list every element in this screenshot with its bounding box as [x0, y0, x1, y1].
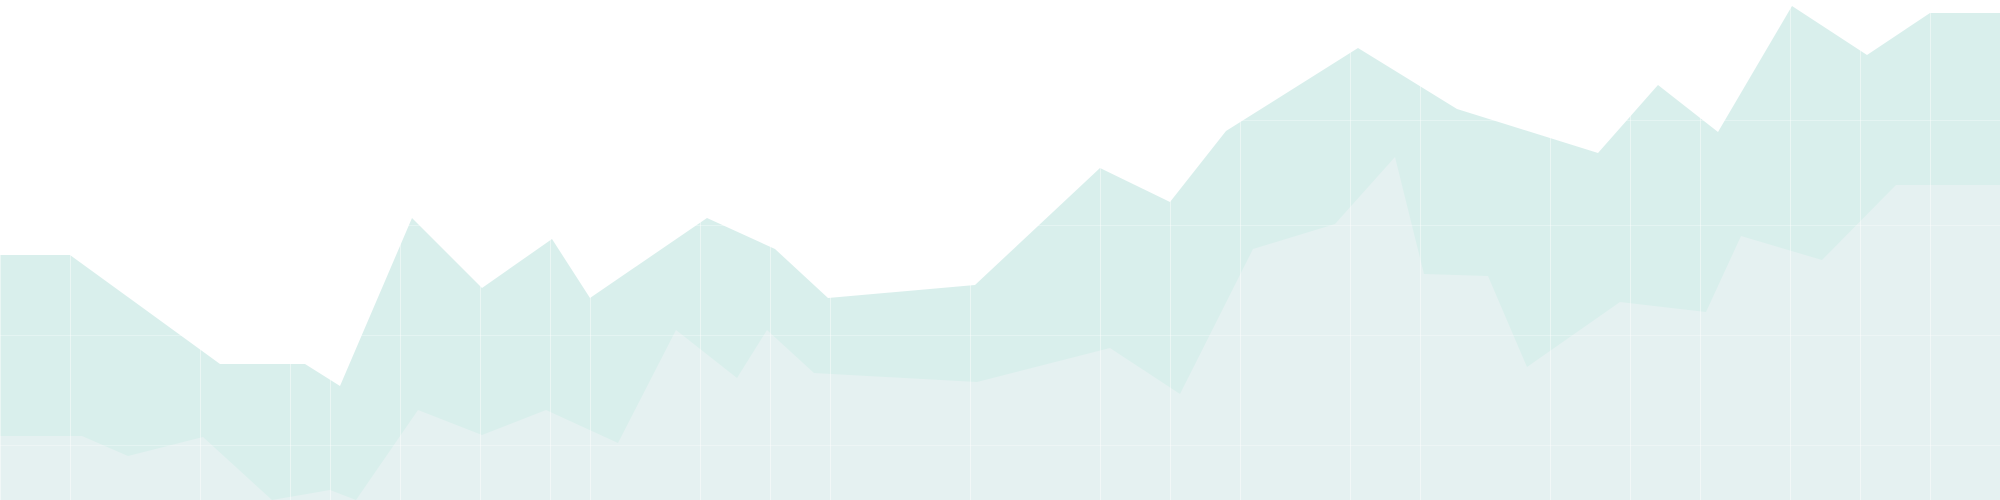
area-series-2	[0, 157, 2000, 500]
